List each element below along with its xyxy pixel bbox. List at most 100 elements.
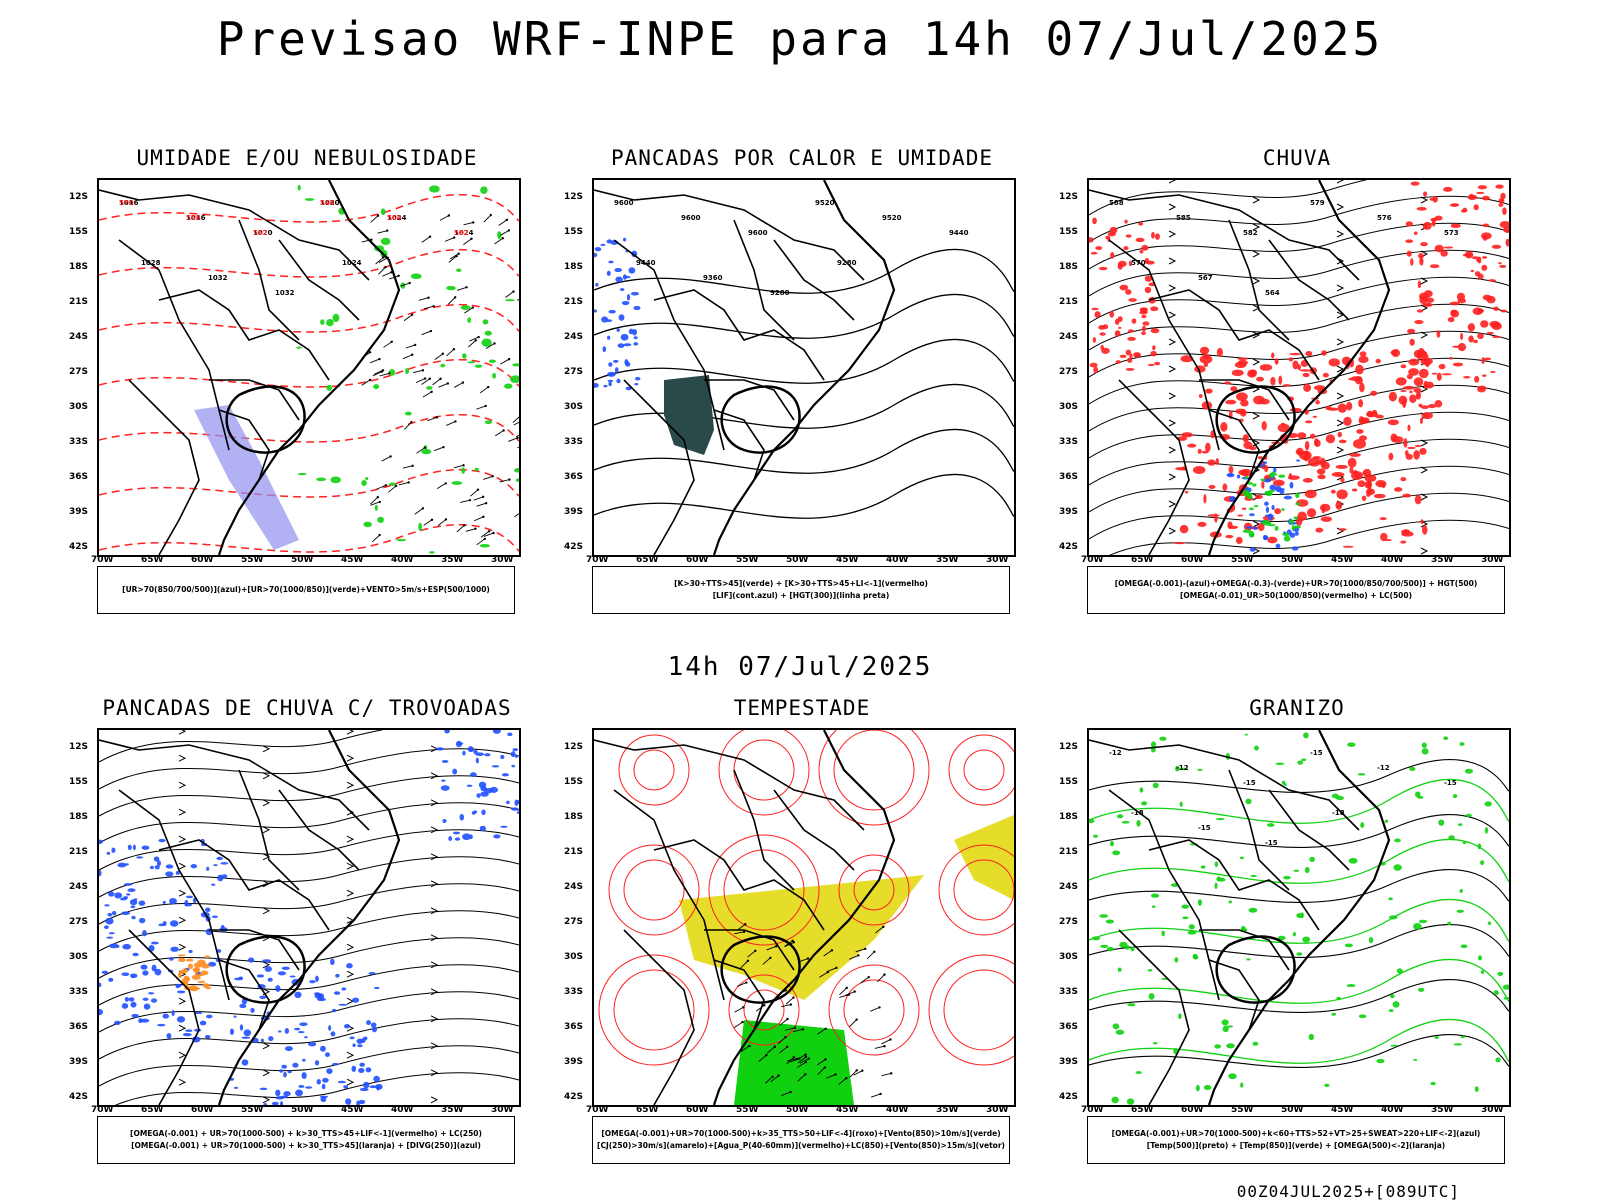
lon-tick-label: 30W bbox=[986, 1105, 1009, 1115]
lon-tick-label: 40W bbox=[391, 555, 414, 565]
lon-tick-label: 60W bbox=[191, 555, 214, 565]
lat-tick-label: 30S bbox=[1059, 952, 1079, 962]
panel-title-pancadas-de-chuva-c-trovoadas: PANCADAS DE CHUVA C/ TROVOADAS bbox=[102, 696, 512, 720]
legend-line: [LIF](cont.azul) + [HGT(300)](linha pret… bbox=[712, 591, 890, 600]
contour-label: 1020 bbox=[253, 229, 273, 237]
lon-tick-label: 50W bbox=[786, 555, 809, 565]
lon-tick-label: 50W bbox=[786, 1105, 809, 1115]
lat-tick-label: 24S bbox=[69, 332, 89, 342]
lon-tick-label: 55W bbox=[1231, 555, 1254, 565]
legend-line: [OMEGA(-0.001) + UR>70(1000-500) + k>30_… bbox=[131, 1141, 481, 1150]
lon-tick-label: 30W bbox=[491, 555, 514, 565]
contour-label: 573 bbox=[1444, 229, 1459, 237]
lon-tick-label: 35W bbox=[441, 1105, 464, 1115]
lat-tick-label: 33S bbox=[1059, 987, 1079, 997]
lat-tick-label: 42S bbox=[1059, 1092, 1079, 1102]
contour-label: 558 bbox=[186, 214, 201, 222]
contour-label: -15 bbox=[1265, 839, 1278, 847]
panel-title-tempestade: TEMPESTADE bbox=[733, 696, 871, 720]
contour-label: 1016 bbox=[186, 214, 206, 222]
contour-label: 582 bbox=[454, 229, 469, 237]
legend-line: [OMEGA(-0.001) + UR>70(1000-500) + k>30_… bbox=[130, 1129, 482, 1138]
panel-title-pancadas-por-calor-e-umidade: PANCADAS POR CALOR E UMIDADE bbox=[610, 146, 993, 170]
run-footer: 00Z04JUL2025+[089UTC] bbox=[1236, 1182, 1460, 1201]
contour-label: 1032 bbox=[275, 289, 295, 297]
lat-tick-label: 18S bbox=[69, 812, 89, 822]
map-granizo: -12 -12 -15 -15 -12 -15 -18 -15 -15 -18 bbox=[1087, 728, 1511, 1107]
lat-tick-label: 39S bbox=[1059, 1057, 1079, 1067]
contour-label: 9360 bbox=[703, 274, 723, 282]
lat-tick-label: 30S bbox=[69, 402, 89, 412]
lat-tick-label: 36S bbox=[564, 1022, 584, 1032]
contour-label: -15 bbox=[1310, 749, 1323, 757]
legend-line: [Temp(500)](preto) + [Temp(850)](verde) … bbox=[1146, 1141, 1446, 1150]
lat-tick-label: 12S bbox=[69, 192, 89, 202]
lon-tick-label: 65W bbox=[141, 1105, 164, 1115]
lon-tick-label: 65W bbox=[1131, 555, 1154, 565]
contour-label: 9440 bbox=[636, 259, 656, 267]
contour-label: 564 bbox=[387, 214, 402, 222]
lat-tick-label: 24S bbox=[564, 882, 584, 892]
lon-tick-label: 30W bbox=[1481, 1105, 1504, 1115]
lon-tick-label: 50W bbox=[1281, 555, 1304, 565]
legend-line: [OMEGA(-0.001)-(azul)+OMEGA(-0.3)-(verde… bbox=[1114, 579, 1478, 588]
lon-tick-label: 35W bbox=[441, 555, 464, 565]
lon-tick-label: 50W bbox=[291, 1105, 314, 1115]
contour-label: -12 bbox=[1176, 764, 1189, 772]
contour-label: -18 bbox=[1131, 809, 1144, 817]
contour-label: 546 bbox=[320, 199, 335, 207]
map-pancadas-por-calor-e-umidade: 9600 9600 9600 9520 9520 9440 9440 9360 9280 9280 bbox=[592, 178, 1016, 557]
contour-label: -15 bbox=[1444, 779, 1457, 787]
contour-label: 564 bbox=[1265, 289, 1280, 297]
contour-label: 567 bbox=[1198, 274, 1213, 282]
legend-line: [OMEGA(-0.001)+UR>70(1000-500)+k<60+TTS>… bbox=[1111, 1129, 1481, 1138]
lat-tick-label: 42S bbox=[564, 1092, 584, 1102]
contour-label: -12 bbox=[1377, 764, 1390, 772]
lat-tick-label: 12S bbox=[564, 192, 584, 202]
legend-chuva: [OMEGA(-0.001)-(azul)+OMEGA(-0.3)-(verde… bbox=[1087, 566, 1505, 614]
lat-tick-label: 18S bbox=[564, 812, 584, 822]
lat-tick-label: 21S bbox=[1059, 297, 1079, 307]
contour-label: 570 bbox=[119, 199, 134, 207]
lon-tick-label: 40W bbox=[1381, 1105, 1404, 1115]
contour-label: 1024 bbox=[454, 229, 474, 237]
panel-title-granizo: GRANIZO bbox=[1249, 696, 1345, 720]
lon-tick-label: 70W bbox=[91, 555, 114, 565]
lat-tick-label: 21S bbox=[1059, 847, 1079, 857]
lat-tick-label: 30S bbox=[564, 952, 584, 962]
lat-tick-label: 42S bbox=[1059, 542, 1079, 552]
lat-tick-label: 39S bbox=[564, 1057, 584, 1067]
map-tempestade bbox=[592, 728, 1016, 1107]
lon-tick-label: 55W bbox=[241, 555, 264, 565]
lat-tick-label: 15S bbox=[564, 227, 584, 237]
lon-tick-label: 55W bbox=[241, 1105, 264, 1115]
lon-tick-label: 65W bbox=[1131, 1105, 1154, 1115]
middle-timestamp: 14h 07/Jul/2025 bbox=[667, 652, 933, 682]
legend-line: [OMEGA(-0.01)_UR>50(1000/850)(vermelho) … bbox=[1179, 591, 1413, 600]
lat-tick-label: 36S bbox=[1059, 1022, 1079, 1032]
contour-label: -15 bbox=[1198, 824, 1211, 832]
lat-tick-label: 24S bbox=[69, 882, 89, 892]
lon-tick-label: 35W bbox=[936, 555, 959, 565]
lat-tick-label: 30S bbox=[69, 952, 89, 962]
lat-tick-label: 15S bbox=[1059, 777, 1079, 787]
contour-label: 585 bbox=[1176, 214, 1191, 222]
lon-tick-label: 70W bbox=[1081, 1105, 1104, 1115]
lat-tick-label: 39S bbox=[69, 1057, 89, 1067]
map-drawing: 588 585 582 579 576 573 570 567 564 bbox=[1089, 180, 1509, 555]
legend-line: [CJ(250)>30m/s](amarelo)+[Agua_P(40-60mm… bbox=[597, 1141, 1005, 1150]
lat-tick-label: 36S bbox=[69, 1022, 89, 1032]
lat-tick-label: 27S bbox=[1059, 917, 1079, 927]
legend-line: [K>30+TTS>45](verde) + [K>30+TTS>45+LI<-… bbox=[674, 579, 928, 588]
contour-label: 9600 bbox=[681, 214, 701, 222]
contour-label: 9600 bbox=[748, 229, 768, 237]
lon-tick-label: 30W bbox=[1481, 555, 1504, 565]
lat-tick-label: 18S bbox=[564, 262, 584, 272]
lon-tick-label: 35W bbox=[1431, 555, 1454, 565]
lon-tick-label: 30W bbox=[491, 1105, 514, 1115]
contour-label: 552 bbox=[253, 229, 268, 237]
lat-tick-label: 24S bbox=[564, 332, 584, 342]
lat-tick-label: 21S bbox=[564, 847, 584, 857]
lon-tick-label: 35W bbox=[936, 1105, 959, 1115]
lon-tick-label: 60W bbox=[686, 1105, 709, 1115]
